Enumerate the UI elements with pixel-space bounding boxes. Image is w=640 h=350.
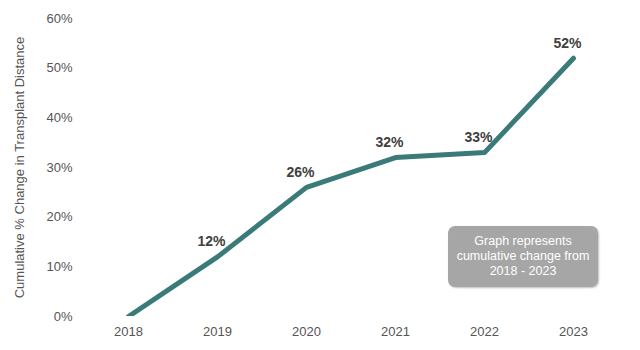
svg-text:0%: 0% — [54, 309, 73, 324]
svg-text:40%: 40% — [46, 110, 72, 125]
svg-text:26%: 26% — [286, 164, 315, 180]
svg-text:30%: 30% — [46, 160, 72, 175]
svg-text:32%: 32% — [375, 134, 404, 150]
svg-text:52%: 52% — [553, 35, 582, 51]
svg-text:2021: 2021 — [381, 324, 410, 339]
svg-text:2023: 2023 — [559, 324, 588, 339]
svg-text:10%: 10% — [46, 259, 72, 274]
svg-text:2022: 2022 — [470, 324, 499, 339]
svg-text:60%: 60% — [46, 11, 72, 26]
svg-text:Cumulative % Change in Transpl: Cumulative % Change in Transplant Distan… — [12, 37, 27, 299]
svg-text:50%: 50% — [46, 60, 72, 75]
svg-text:2018: 2018 — [114, 324, 143, 339]
svg-text:33%: 33% — [464, 129, 493, 145]
svg-text:12%: 12% — [197, 233, 226, 249]
html-text:Graph represents cumulative ch: Graph represents cumulative change from … — [456, 234, 590, 278]
svg-text:20%: 20% — [46, 209, 72, 224]
svg-text:2019: 2019 — [203, 324, 232, 339]
svg-text:2020: 2020 — [292, 324, 321, 339]
